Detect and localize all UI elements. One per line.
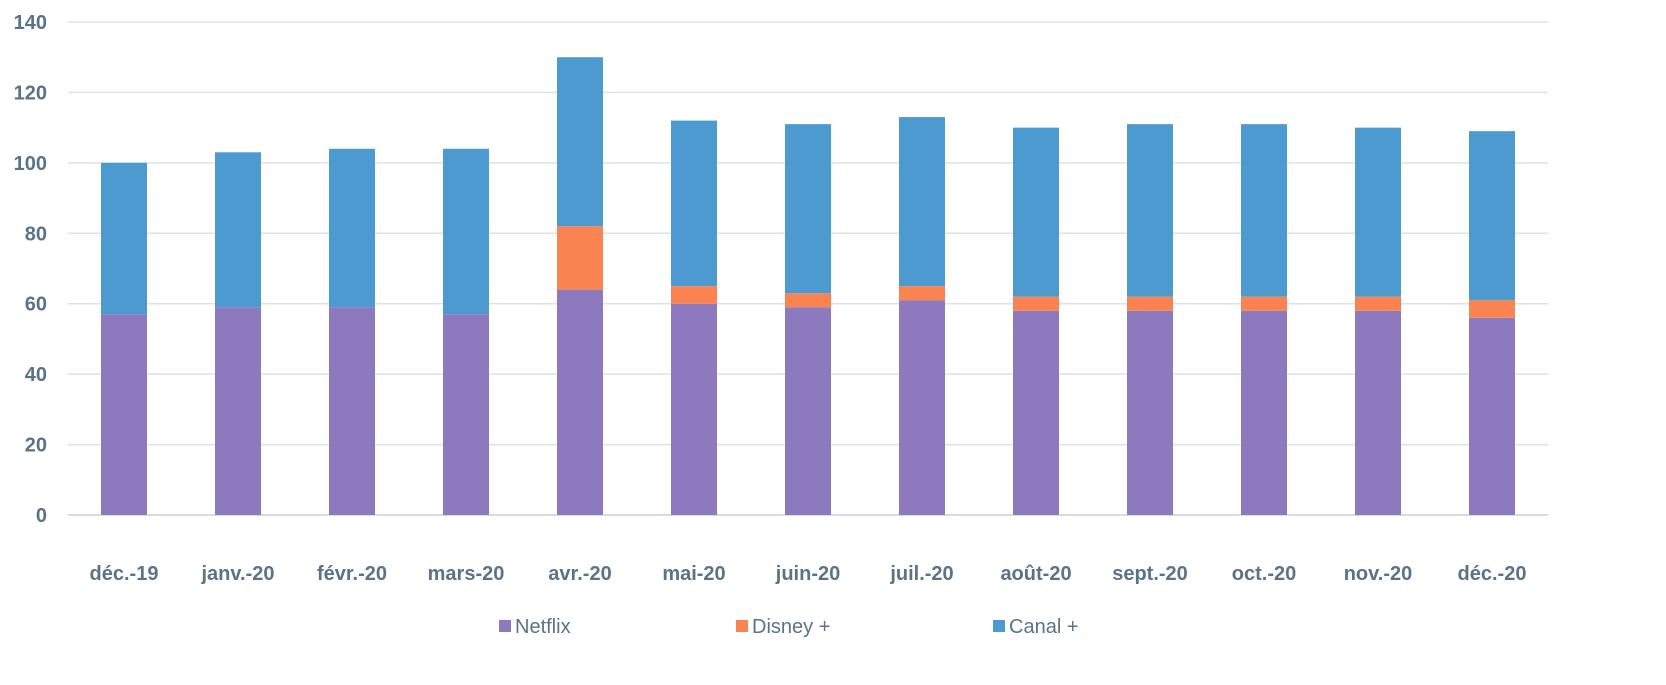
x-tick-label: sept.-20 bbox=[1112, 563, 1188, 585]
legend-swatch bbox=[736, 620, 748, 632]
x-tick-label: avr.-20 bbox=[548, 563, 611, 585]
legend-label: Canal + bbox=[1009, 616, 1079, 638]
bar-segment bbox=[1241, 310, 1287, 515]
bar-segment bbox=[443, 314, 489, 515]
x-tick-label: juil.-20 bbox=[889, 563, 953, 585]
bar-segment bbox=[329, 307, 375, 515]
legend-swatch bbox=[993, 620, 1005, 632]
bar-segment bbox=[785, 293, 831, 308]
bar-segment bbox=[1241, 296, 1287, 311]
legend-label: Disney + bbox=[752, 616, 830, 638]
bar-segment bbox=[899, 300, 945, 515]
y-tick-label: 20 bbox=[25, 435, 47, 457]
legend: Netflix Disney + Canal + bbox=[499, 616, 1079, 638]
bar-segment bbox=[785, 124, 831, 294]
y-tick-label: 100 bbox=[14, 153, 47, 175]
bar-segment bbox=[1127, 310, 1173, 515]
bar-segment bbox=[329, 148, 375, 308]
y-axis: 0 20 40 60 80 100 120 140 bbox=[14, 12, 47, 527]
bar-segment bbox=[899, 286, 945, 301]
bar-segment bbox=[1013, 127, 1059, 297]
bars bbox=[101, 57, 1515, 515]
bar-segment bbox=[557, 289, 603, 515]
bar-segment bbox=[1013, 296, 1059, 311]
bar-segment bbox=[101, 162, 147, 315]
bar-segment bbox=[1469, 300, 1515, 318]
x-tick-label: mai-20 bbox=[662, 563, 725, 585]
x-tick-label: août-20 bbox=[1000, 563, 1071, 585]
bar-segment bbox=[1355, 127, 1401, 297]
bar-segment bbox=[899, 117, 945, 287]
legend-swatch bbox=[499, 620, 511, 632]
y-tick-label: 140 bbox=[14, 12, 47, 34]
x-tick-label: juin-20 bbox=[775, 563, 840, 585]
bar-segment bbox=[215, 307, 261, 515]
bar-segment bbox=[785, 307, 831, 515]
y-tick-label: 40 bbox=[25, 364, 47, 386]
x-tick-label: déc.-19 bbox=[90, 563, 159, 585]
bar-segment bbox=[101, 314, 147, 515]
x-tick-label: nov.-20 bbox=[1344, 563, 1413, 585]
x-tick-label: déc.-20 bbox=[1458, 563, 1527, 585]
x-tick-label: oct.-20 bbox=[1232, 563, 1296, 585]
bar-segment bbox=[1241, 124, 1287, 297]
bar-segment bbox=[215, 152, 261, 308]
bar-segment bbox=[1469, 131, 1515, 301]
bar-segment bbox=[1127, 124, 1173, 297]
y-tick-label: 120 bbox=[14, 82, 47, 104]
bar-segment bbox=[671, 303, 717, 515]
x-tick-label: févr.-20 bbox=[317, 563, 387, 585]
bar-segment bbox=[443, 148, 489, 315]
legend-label: Netflix bbox=[515, 616, 571, 638]
x-tick-label: mars-20 bbox=[428, 563, 505, 585]
y-tick-label: 60 bbox=[25, 294, 47, 316]
y-tick-label: 80 bbox=[25, 223, 47, 245]
y-tick-label: 0 bbox=[36, 505, 47, 527]
x-axis: déc.-19 janv.-20 févr.-20 mars-20 avr.-20 mai… bbox=[90, 563, 1527, 585]
bar-segment bbox=[1127, 296, 1173, 311]
bar-segment bbox=[671, 286, 717, 304]
bar-segment bbox=[671, 120, 717, 287]
bar-segment bbox=[1355, 296, 1401, 311]
x-tick-label: janv.-20 bbox=[201, 563, 275, 585]
bar-segment bbox=[1013, 310, 1059, 515]
bar-segment bbox=[557, 57, 603, 227]
bar-segment bbox=[1355, 310, 1401, 515]
bar-segment bbox=[557, 226, 603, 290]
bar-segment bbox=[1469, 317, 1515, 515]
